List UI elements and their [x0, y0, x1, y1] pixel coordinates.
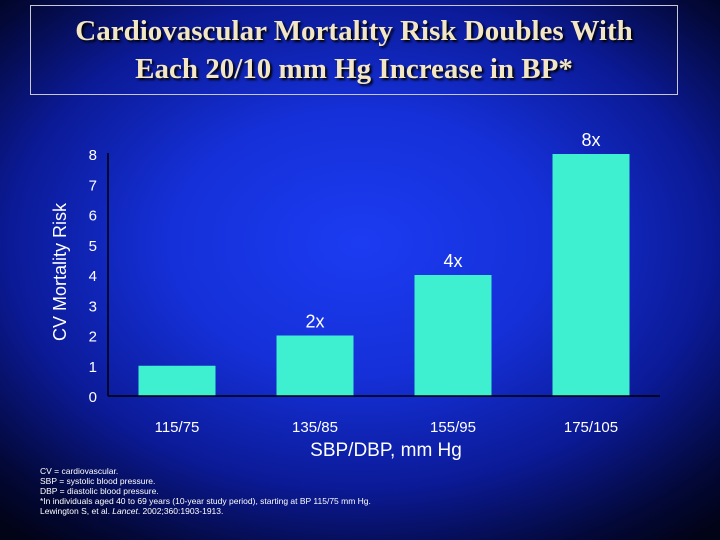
- y-tick-label: 5: [89, 238, 97, 255]
- x-axis-label: SBP/DBP, mm Hg: [310, 440, 462, 461]
- chart-title-line-2: Each 20/10 mm Hg Increase in BP*: [135, 53, 573, 85]
- data-label: 8x: [581, 130, 600, 150]
- y-tick-label: 2: [89, 329, 97, 346]
- footnotes: CV = cardiovascular. SBP = systolic bloo…: [40, 466, 680, 516]
- title-box: Cardiovascular Mortality Risk Doubles Wi…: [30, 5, 678, 95]
- y-tick-label: 0: [89, 389, 97, 406]
- y-tick-label: 3: [89, 298, 97, 315]
- bar: [414, 275, 492, 396]
- footnote-population: *In individuals aged 40 to 69 years (10-…: [40, 496, 371, 506]
- data-label: 4x: [443, 251, 462, 271]
- y-tick-label: 4: [89, 268, 97, 285]
- x-tick-label: 175/105: [564, 419, 618, 436]
- footnote-dbp: DBP = diastolic blood pressure.: [40, 486, 159, 496]
- y-tick-label: 1: [89, 359, 97, 376]
- data-label: 2x: [305, 312, 324, 332]
- x-tick-label: 135/85: [292, 419, 338, 436]
- y-tick-label: 6: [89, 208, 97, 225]
- footnote-sbp: SBP = systolic blood pressure.: [40, 476, 156, 486]
- reference-details: . 2002;360:1903-1913.: [137, 506, 224, 516]
- y-tick-label: 8: [89, 147, 97, 164]
- bar: [552, 154, 630, 396]
- footnote-cv: CV = cardiovascular.: [40, 466, 119, 476]
- bar: [276, 335, 354, 396]
- reference-journal: Lancet: [112, 506, 138, 516]
- y-tick-label: 7: [89, 177, 97, 194]
- bar: [138, 365, 216, 396]
- chart-title-line-1: Cardiovascular Mortality Risk Doubles Wi…: [75, 15, 633, 47]
- x-tick-label: 155/95: [430, 419, 476, 436]
- reference-authors: Lewington S, et al.: [40, 506, 113, 516]
- x-tick-label: 115/75: [155, 419, 200, 436]
- footnote-reference: Lewington S, et al. Lancet. 2002;360:190…: [40, 506, 680, 516]
